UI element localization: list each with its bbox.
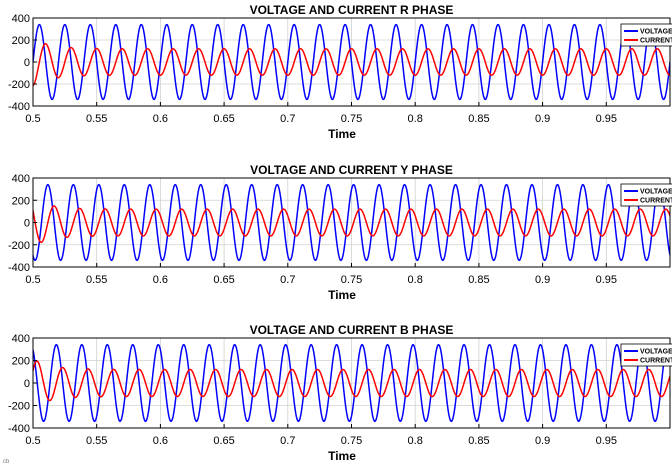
x-tick-label: 0.6 <box>153 113 168 125</box>
y-tick-label: -400 <box>8 101 30 113</box>
x-axis-label: Time <box>328 449 356 463</box>
x-tick-label: 0.7 <box>280 113 295 125</box>
x-tick-label: 0.5 <box>25 113 40 125</box>
y-tick-label: 0 <box>24 378 30 390</box>
y-tick-label: 400 <box>12 173 30 185</box>
x-tick-label: 0.65 <box>213 113 234 125</box>
x-tick-label: 0.85 <box>468 274 489 286</box>
legend: VOLTAGE CURRENT <box>620 343 672 367</box>
x-tick-label: 0.95 <box>596 435 617 447</box>
x-axis-label: Time <box>328 127 356 141</box>
x-tick-label: 0.7 <box>280 274 295 286</box>
x-tick-label: 0.5 <box>25 274 40 286</box>
x-tick-label: 0.6 <box>153 274 168 286</box>
x-tick-label: 0.8 <box>408 274 423 286</box>
legend-label-current: CURRENT <box>640 358 672 365</box>
x-axis-label: Time <box>328 288 356 302</box>
series-line-voltage <box>33 343 670 423</box>
legend-label-voltage: VOLTAGE <box>640 29 672 36</box>
x-tick-label: 0.9 <box>535 274 550 286</box>
x-tick-label: 0.8 <box>408 113 423 125</box>
chart-title: VOLTAGE AND CURRENT R PHASE <box>250 3 454 17</box>
x-tick-label: 0.6 <box>153 435 168 447</box>
series-line-current <box>33 42 670 87</box>
x-tick-label: 0.7 <box>280 435 295 447</box>
x-tick-label: 0.55 <box>86 274 107 286</box>
x-tick-label: 0.75 <box>341 435 362 447</box>
y-tick-label: 200 <box>12 195 30 207</box>
x-tick-label: 0.75 <box>341 274 362 286</box>
x-tick-label: 0.95 <box>596 113 617 125</box>
series-line-current <box>33 205 670 244</box>
corner-mark: cb <box>3 459 10 465</box>
x-tick-label: 0.65 <box>213 435 234 447</box>
y-tick-label: -200 <box>8 401 30 413</box>
x-tick-label: 0.65 <box>213 274 234 286</box>
y-tick-label: -200 <box>8 79 30 91</box>
chart-title: VOLTAGE AND CURRENT Y PHASE <box>250 163 453 177</box>
x-tick-label: 0.85 <box>468 113 489 125</box>
y-tick-label: 0 <box>24 218 30 230</box>
series-line-voltage <box>33 23 670 101</box>
x-tick-label: 0.55 <box>86 113 107 125</box>
y-tick-label: 200 <box>12 356 30 368</box>
series-line-voltage <box>33 183 670 262</box>
legend-label-voltage: VOLTAGE <box>640 189 672 196</box>
x-tick-label: 0.55 <box>86 435 107 447</box>
chart-title: VOLTAGE AND CURRENT B PHASE <box>250 323 454 337</box>
y-tick-label: 400 <box>12 333 30 345</box>
x-tick-label: 0.9 <box>535 435 550 447</box>
legend-label-current: CURRENT <box>640 198 672 205</box>
x-tick-label: 0.5 <box>25 435 40 447</box>
y-tick-label: 0 <box>24 57 30 69</box>
y-tick-label: 200 <box>12 35 30 47</box>
x-tick-label: 0.95 <box>596 274 617 286</box>
y-tick-label: -400 <box>8 423 30 435</box>
y-tick-label: -400 <box>8 262 30 274</box>
x-tick-label: 0.9 <box>535 113 550 125</box>
legend: VOLTAGE CURRENT <box>620 23 672 47</box>
y-tick-label: -200 <box>8 240 30 252</box>
series-line-current <box>33 360 670 402</box>
x-tick-label: 0.85 <box>468 435 489 447</box>
legend-label-current: CURRENT <box>640 38 672 45</box>
y-tick-label: 400 <box>12 13 30 25</box>
x-tick-label: 0.75 <box>341 113 362 125</box>
x-tick-label: 0.8 <box>408 435 423 447</box>
legend: VOLTAGE CURRENT <box>620 183 672 207</box>
legend-label-voltage: VOLTAGE <box>640 349 672 356</box>
